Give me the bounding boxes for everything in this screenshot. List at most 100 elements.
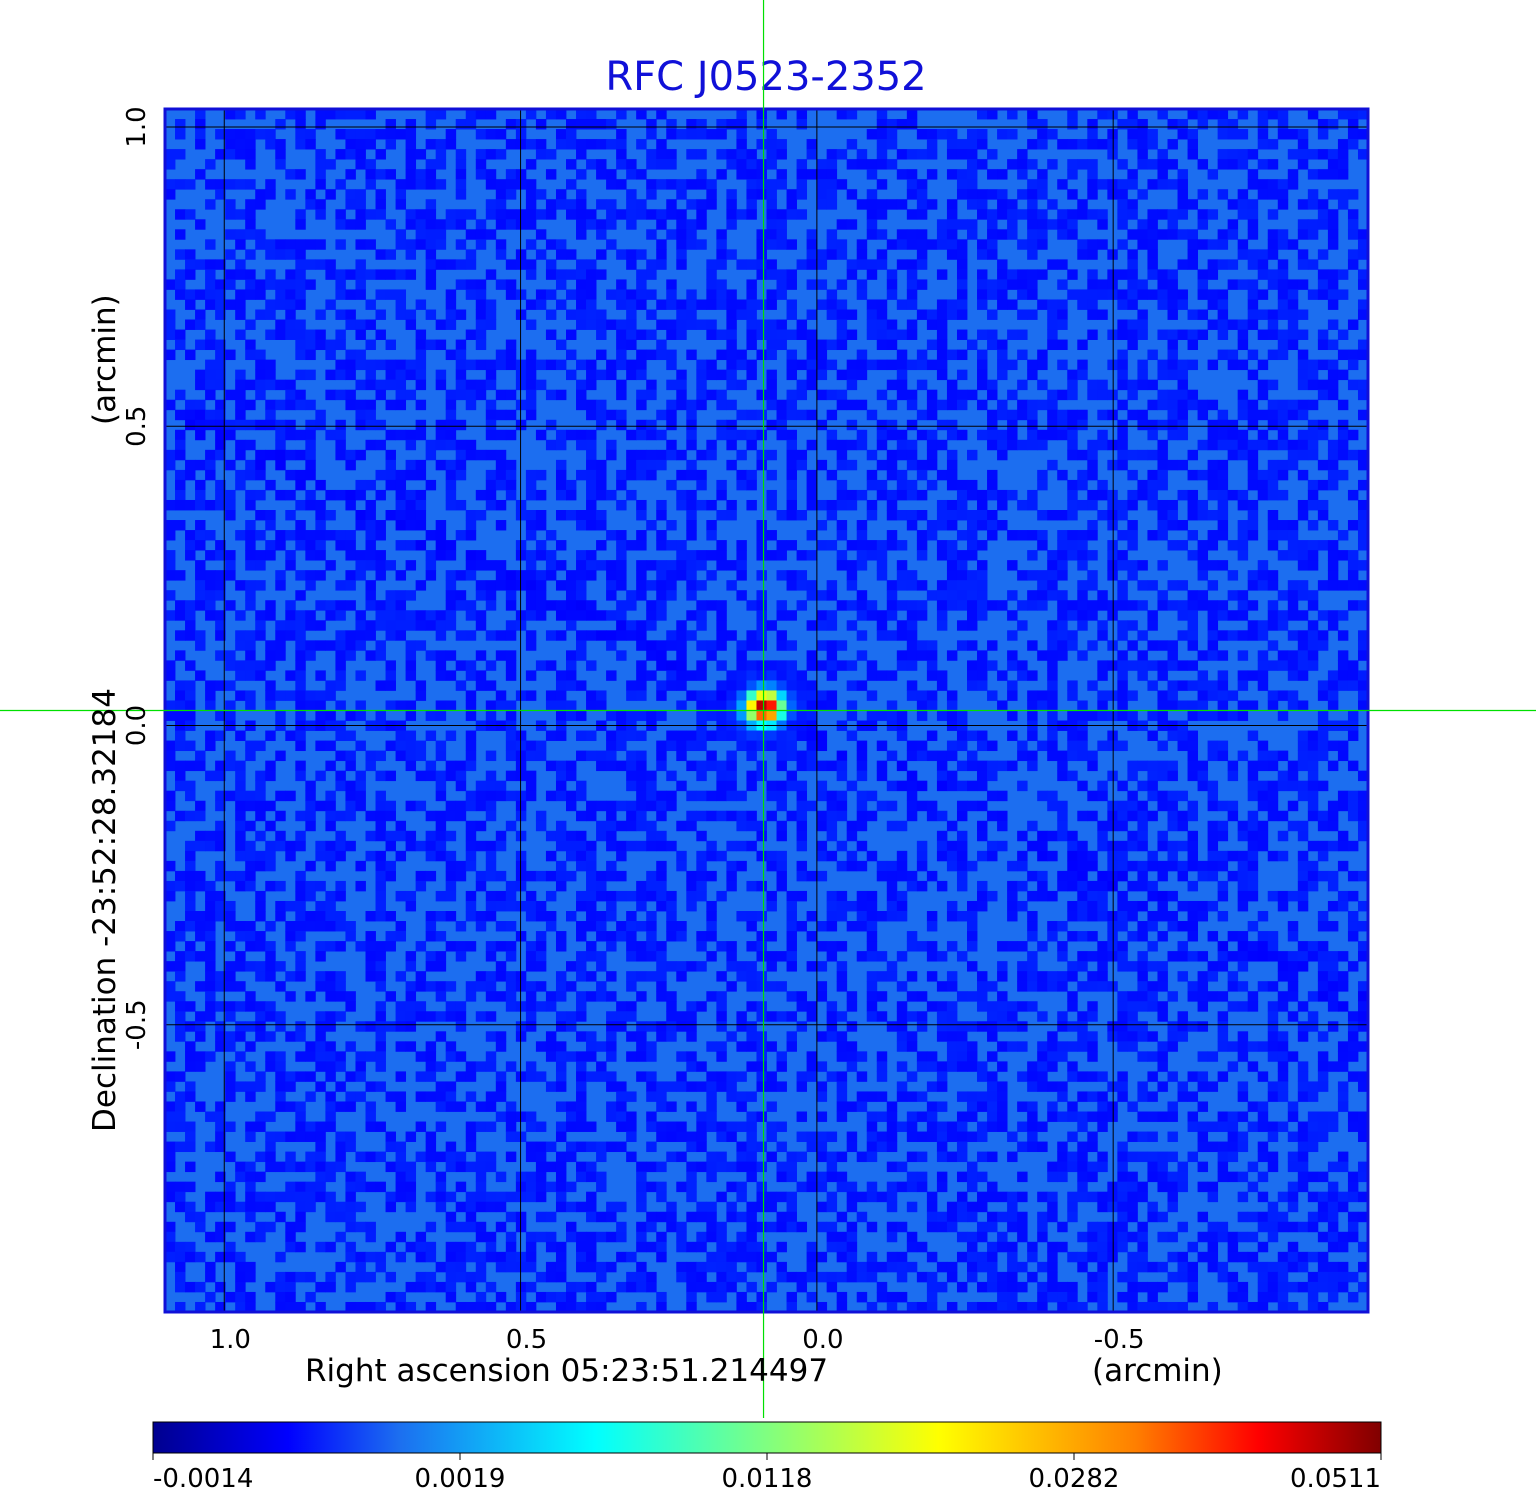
image-pixel	[1207, 840, 1219, 852]
image-pixel	[826, 820, 838, 832]
image-pixel	[295, 670, 306, 681]
image-pixel	[756, 139, 767, 150]
image-pixel	[1067, 610, 1078, 621]
image-pixel	[776, 800, 787, 812]
image-pixel	[987, 339, 998, 351]
image-pixel	[706, 550, 717, 561]
image-pixel	[826, 690, 838, 701]
image-pixel	[285, 900, 296, 912]
image-pixel	[1237, 339, 1249, 351]
image-pixel	[686, 239, 697, 250]
image-pixel	[906, 389, 918, 401]
image-pixel	[1127, 379, 1138, 391]
image-pixel	[475, 590, 487, 601]
image-pixel	[195, 880, 206, 892]
image-pixel	[1047, 710, 1058, 721]
image-pixel	[856, 890, 868, 902]
image-pixel	[295, 520, 306, 531]
image-pixel	[1307, 359, 1319, 371]
image-pixel	[1247, 349, 1259, 361]
image-pixel	[1017, 900, 1028, 912]
image-pixel	[1017, 289, 1028, 300]
image-pixel	[987, 219, 998, 230]
image-pixel	[1087, 600, 1098, 611]
image-pixel	[385, 870, 396, 882]
image-pixel	[686, 630, 697, 641]
image-pixel	[235, 610, 246, 621]
image-pixel	[1297, 580, 1309, 591]
image-pixel	[946, 129, 958, 140]
image-pixel	[1107, 770, 1118, 782]
image-pixel	[936, 239, 948, 250]
image-pixel	[1357, 650, 1368, 661]
image-pixel	[997, 439, 1008, 451]
image-pixel	[405, 499, 417, 511]
image-pixel	[906, 600, 918, 611]
image-pixel	[1187, 199, 1198, 210]
image-pixel	[1037, 359, 1048, 371]
image-pixel	[315, 850, 326, 862]
image-pixel	[796, 359, 808, 371]
image-pixel	[766, 399, 777, 411]
image-pixel	[1157, 359, 1168, 371]
image-pixel	[1117, 379, 1128, 391]
image-pixel	[906, 479, 918, 491]
image-pixel	[245, 339, 256, 351]
image-pixel	[475, 169, 487, 180]
image-pixel	[365, 369, 376, 381]
image-pixel	[455, 780, 467, 792]
image-pixel	[826, 580, 838, 591]
image-pixel	[355, 790, 366, 802]
image-pixel	[606, 409, 617, 421]
image-pixel	[495, 359, 507, 371]
image-pixel	[475, 329, 487, 340]
image-pixel	[445, 620, 457, 631]
image-pixel	[255, 800, 266, 812]
image-pixel	[846, 459, 858, 471]
image-pixel	[846, 109, 858, 120]
image-pixel	[1267, 469, 1279, 481]
image-pixel	[776, 269, 787, 280]
image-pixel	[596, 119, 607, 130]
image-pixel	[906, 800, 918, 812]
image-pixel	[1257, 119, 1269, 130]
image-pixel	[215, 760, 226, 772]
image-pixel	[686, 670, 697, 681]
image-pixel	[1347, 810, 1359, 822]
image-pixel	[1207, 710, 1219, 721]
image-pixel	[555, 339, 567, 351]
image-pixel	[255, 229, 266, 240]
image-pixel	[205, 880, 216, 892]
image-pixel	[1297, 640, 1309, 651]
image-pixel	[736, 479, 747, 491]
image-pixel	[636, 510, 647, 521]
image-pixel	[936, 670, 948, 681]
image-pixel	[1057, 620, 1068, 631]
image-pixel	[425, 870, 437, 882]
image-pixel	[355, 239, 366, 250]
image-pixel	[596, 830, 607, 842]
image-pixel	[967, 760, 978, 772]
image-pixel	[726, 499, 737, 511]
image-pixel	[485, 499, 497, 511]
image-pixel	[946, 169, 958, 180]
image-pixel	[786, 780, 797, 792]
image-pixel	[766, 530, 777, 541]
image-pixel	[876, 229, 888, 240]
image-pixel	[435, 620, 447, 631]
image-pixel	[1287, 610, 1299, 621]
image-pixel	[626, 620, 637, 631]
image-pixel	[1307, 590, 1319, 601]
image-pixel	[776, 640, 787, 651]
image-pixel	[836, 369, 848, 381]
image-pixel	[1077, 890, 1088, 902]
image-pixel	[1047, 399, 1058, 411]
image-pixel	[165, 189, 176, 200]
image-pixel	[1257, 249, 1269, 260]
image-pixel	[606, 630, 617, 641]
image-pixel	[1227, 590, 1239, 601]
image-pixel	[1087, 379, 1098, 391]
image-pixel	[1157, 459, 1168, 471]
image-pixel	[936, 580, 948, 591]
image-pixel	[465, 560, 477, 571]
